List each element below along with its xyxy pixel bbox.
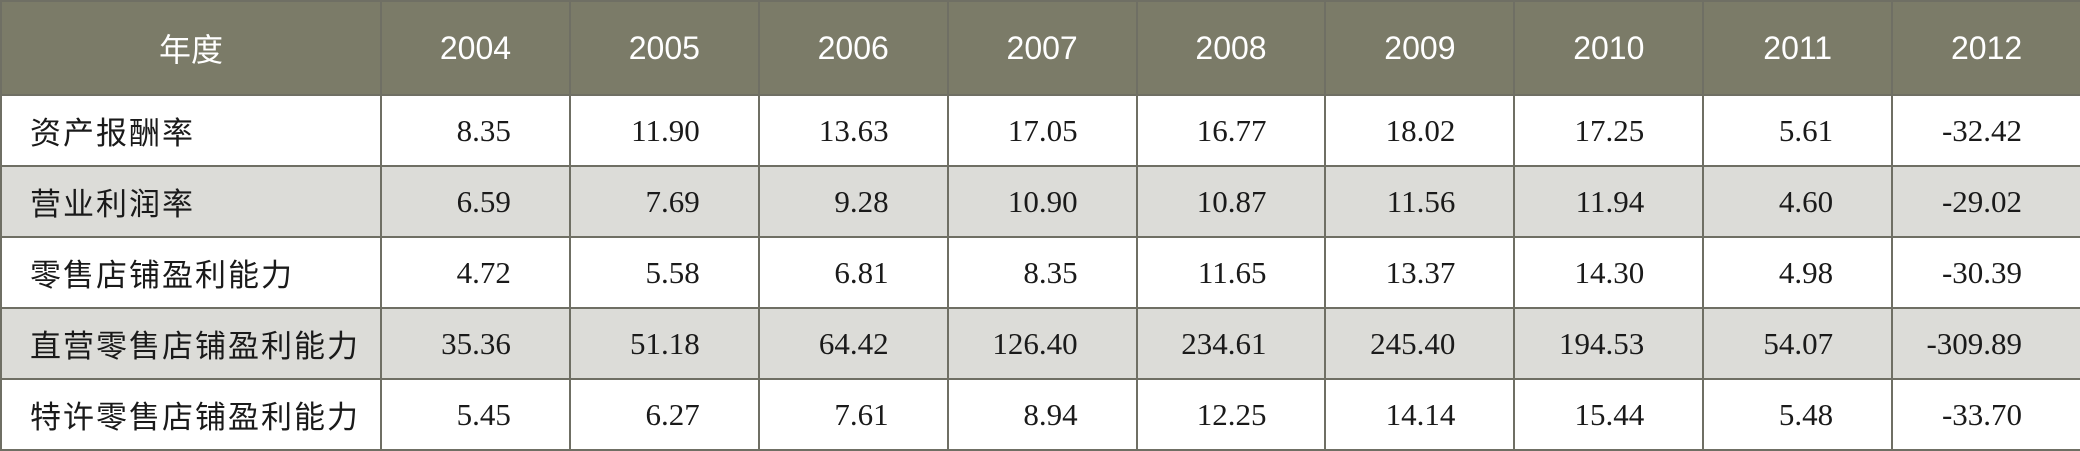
value-cell: 245.40 [1324,307,1516,380]
value-cell: 54.07 [1702,307,1894,380]
value-cell: -29.02 [1891,165,2080,238]
row-label-cell: 特许零售店铺盈利能力 [0,378,382,451]
header-year-cell: 2007 [946,0,1138,96]
value-cell: 14.30 [1513,236,1705,309]
value-cell: 234.61 [1135,307,1327,380]
value-cell: 14.14 [1324,378,1516,451]
value-cell: -33.70 [1891,378,2080,451]
header-row: 年度 2004 2005 2006 2007 2008 2009 2010 20… [0,0,2080,96]
value-cell: 11.56 [1324,165,1516,238]
value-cell: 6.81 [757,236,949,309]
value-cell: 5.58 [568,236,760,309]
value-cell: 126.40 [946,307,1138,380]
value-cell: 6.27 [568,378,760,451]
row-label-cell: 资产报酬率 [0,94,382,167]
header-year-cell: 2009 [1324,0,1516,96]
header-year-cell: 2008 [1135,0,1327,96]
value-cell: 11.94 [1513,165,1705,238]
value-cell: 16.77 [1135,94,1327,167]
header-year-cell: 2012 [1891,0,2080,96]
value-cell: 10.87 [1135,165,1327,238]
value-cell: 4.98 [1702,236,1894,309]
header-year-cell: 2011 [1702,0,1894,96]
value-cell: 10.90 [946,165,1138,238]
table-row: 直营零售店铺盈利能力 35.36 51.18 64.42 126.40 234.… [0,307,2080,380]
header-label-cell: 年度 [0,0,382,96]
value-cell: 17.25 [1513,94,1705,167]
value-cell: 13.63 [757,94,949,167]
value-cell: -32.42 [1891,94,2080,167]
value-cell: 5.48 [1702,378,1894,451]
row-label-cell: 直营零售店铺盈利能力 [0,307,382,380]
value-cell: -30.39 [1891,236,2080,309]
value-cell: 18.02 [1324,94,1516,167]
header-year-cell: 2004 [380,0,571,96]
value-cell: 64.42 [757,307,949,380]
value-cell: 7.61 [757,378,949,451]
value-cell: 5.61 [1702,94,1894,167]
value-cell: 4.60 [1702,165,1894,238]
header-year-cell: 2006 [757,0,949,96]
table-header: 年度 2004 2005 2006 2007 2008 2009 2010 20… [0,0,2080,96]
table-row: 营业利润率 6.59 7.69 9.28 10.90 10.87 11.56 1… [0,165,2080,238]
value-cell: 11.90 [568,94,760,167]
value-cell: 12.25 [1135,378,1327,451]
value-cell: 4.72 [380,236,571,309]
value-cell: 8.35 [380,94,571,167]
value-cell: 11.65 [1135,236,1327,309]
value-cell: 17.05 [946,94,1138,167]
value-cell: 13.37 [1324,236,1516,309]
value-cell: 15.44 [1513,378,1705,451]
table-row: 资产报酬率 8.35 11.90 13.63 17.05 16.77 18.02… [0,94,2080,167]
value-cell: 8.94 [946,378,1138,451]
row-label-cell: 零售店铺盈利能力 [0,236,382,309]
table-row: 特许零售店铺盈利能力 5.45 6.27 7.61 8.94 12.25 14.… [0,378,2080,451]
value-cell: 7.69 [568,165,760,238]
value-cell: 35.36 [380,307,571,380]
table-row: 零售店铺盈利能力 4.72 5.58 6.81 8.35 11.65 13.37… [0,236,2080,309]
header-year-cell: 2005 [568,0,760,96]
row-label-cell: 营业利润率 [0,165,382,238]
value-cell: 8.35 [946,236,1138,309]
header-year-cell: 2010 [1513,0,1705,96]
value-cell: 194.53 [1513,307,1705,380]
value-cell: 9.28 [757,165,949,238]
value-cell: 6.59 [380,165,571,238]
value-cell: 5.45 [380,378,571,451]
value-cell: -309.89 [1891,307,2080,380]
table-body: 资产报酬率 8.35 11.90 13.63 17.05 16.77 18.02… [0,94,2080,451]
value-cell: 51.18 [568,307,760,380]
